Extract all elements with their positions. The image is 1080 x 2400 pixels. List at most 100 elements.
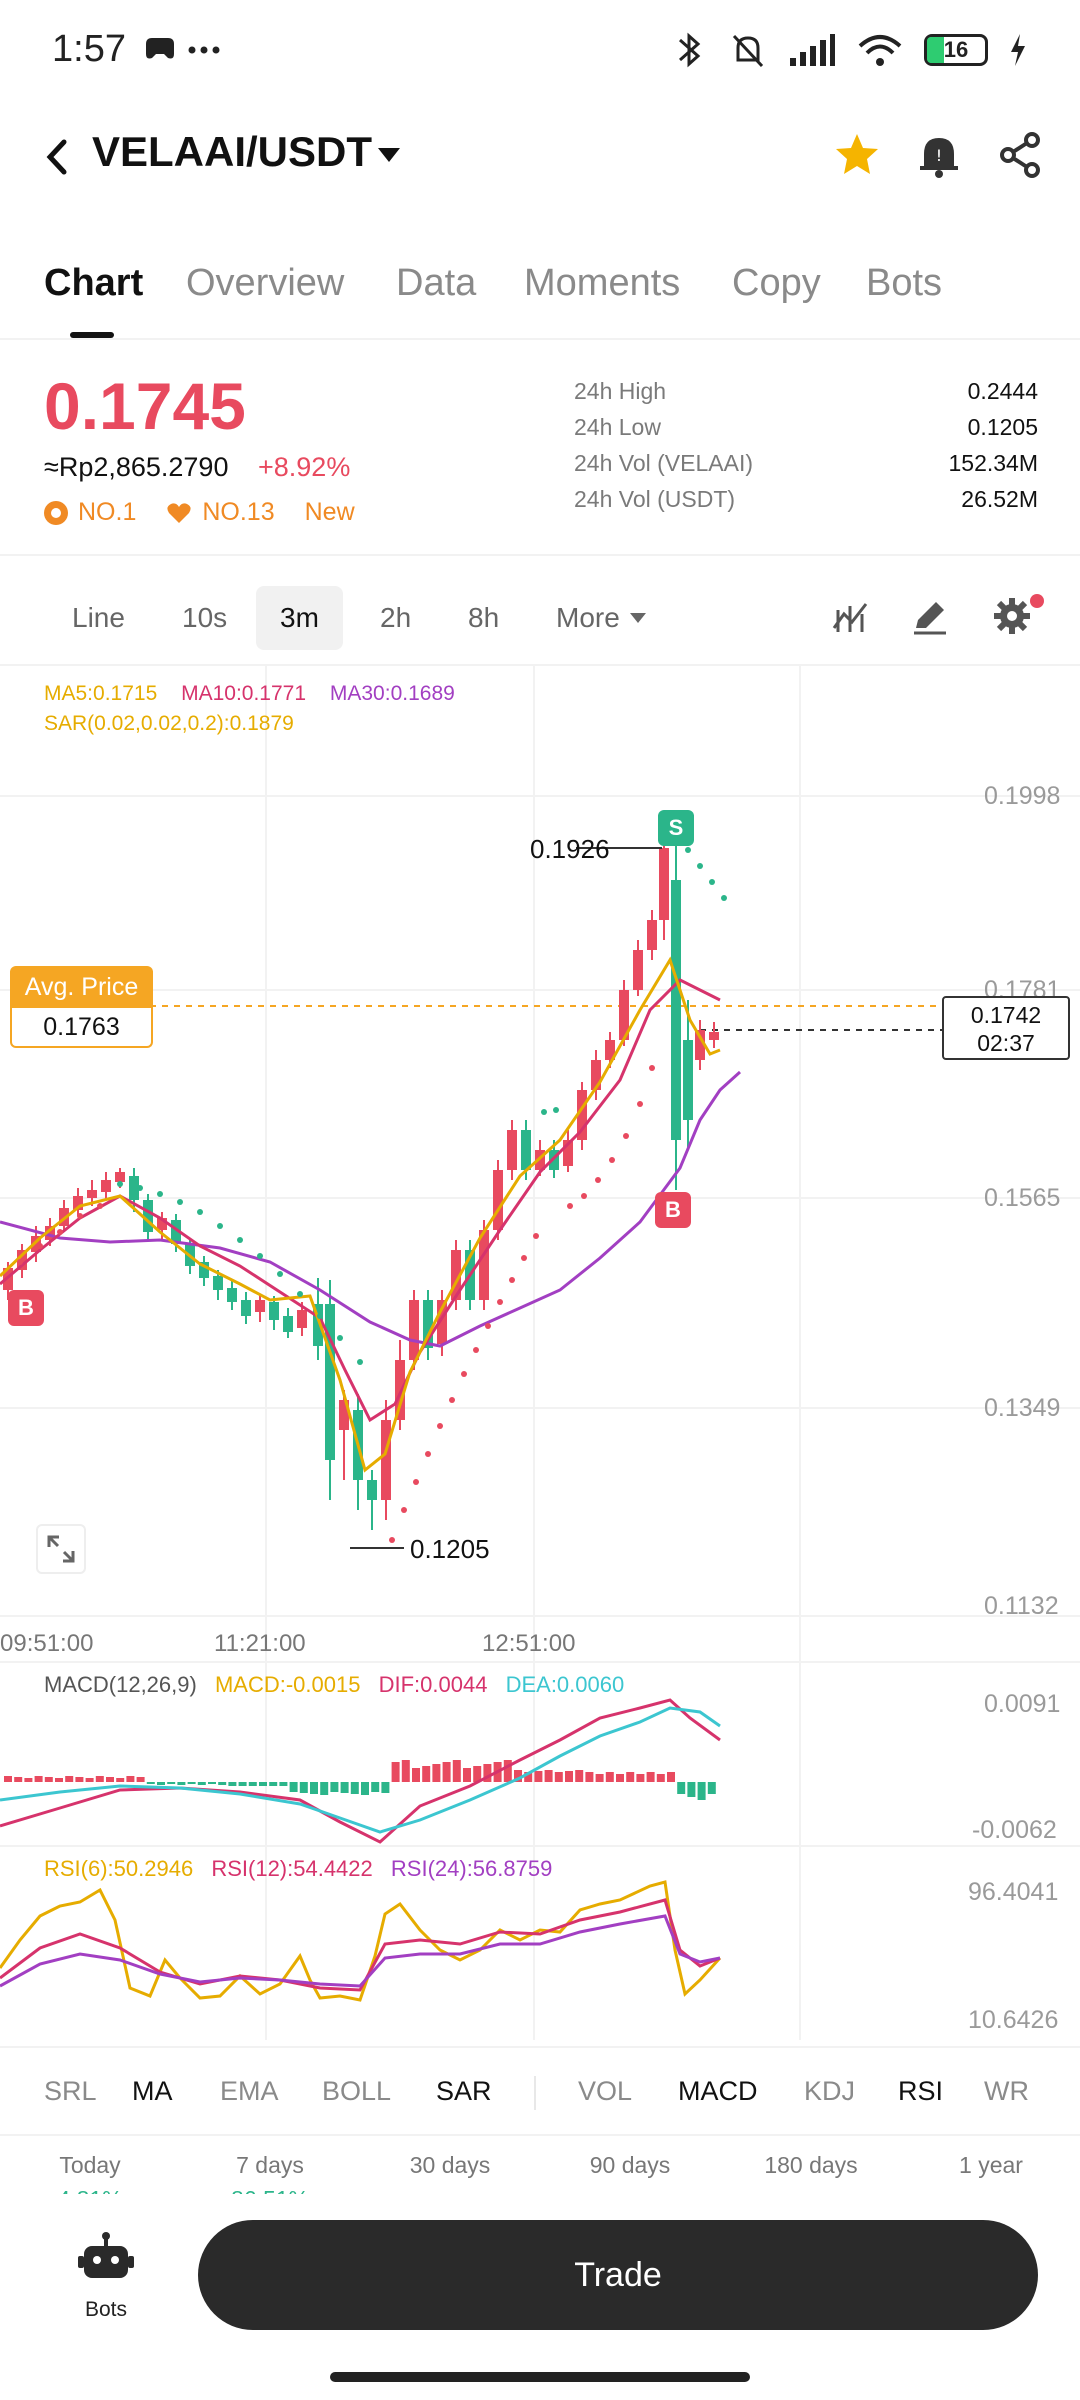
settings-gear-icon[interactable] — [992, 596, 1032, 636]
share-icon[interactable] — [998, 130, 1044, 180]
candle-body — [409, 1300, 419, 1360]
candle-body — [269, 1302, 279, 1320]
indicator-sar[interactable]: SAR — [436, 2076, 492, 2106]
current-price-tag: 0.1742 02:37 — [942, 996, 1070, 1060]
sar-dot — [697, 863, 703, 869]
perf-90-days[interactable]: 90 days — [589, 2152, 671, 2178]
top-bar: VELAAI/USDT ! — [0, 100, 1080, 210]
sar-dot — [157, 1191, 163, 1197]
timeframe-more[interactable]: More — [532, 586, 670, 650]
macd-bar — [350, 1782, 359, 1794]
trade-button[interactable]: Trade — [198, 2220, 1038, 2330]
buy-marker[interactable]: B — [8, 1290, 44, 1326]
timeframe-8h[interactable]: 8h — [468, 602, 500, 633]
rank-badges: NO.1 NO.13 New — [44, 498, 355, 527]
candle-body — [31, 1236, 41, 1252]
back-arrow-icon[interactable] — [40, 132, 76, 182]
tab-copy[interactable]: Copy — [732, 262, 821, 304]
indicator-kdj[interactable]: KDJ — [804, 2076, 856, 2106]
new-badge[interactable]: New — [304, 498, 355, 526]
tab-moments[interactable]: Moments — [524, 262, 681, 304]
bots-robot-icon[interactable] — [78, 2230, 134, 2286]
perf-180-days[interactable]: 180 days — [764, 2152, 858, 2178]
favorite-star-icon[interactable] — [832, 130, 882, 180]
avg-price-tag[interactable]: Avg. Price 0.1763 — [10, 966, 153, 1048]
sar-dot — [17, 1259, 23, 1265]
axis-rsi-bottom: 10.6426 — [968, 2006, 1059, 2034]
status-bar: 1:57 16 — [0, 0, 1080, 100]
indicator-chart-icon[interactable] — [830, 596, 870, 636]
indicator-wr[interactable]: WR — [984, 2076, 1029, 2106]
sar-dot — [425, 1451, 431, 1457]
indicator-ema[interactable]: EMA — [220, 2076, 279, 2106]
macd-bar — [269, 1782, 278, 1786]
pair-dropdown-icon[interactable] — [378, 148, 400, 162]
sar-dot — [649, 1065, 655, 1071]
macd-histogram — [4, 1760, 716, 1800]
sar-dot — [389, 1537, 395, 1543]
candle-body — [143, 1200, 153, 1232]
tab-bots[interactable]: Bots — [866, 262, 943, 304]
sell-marker[interactable]: S — [658, 810, 694, 846]
sar-dot — [437, 1423, 443, 1429]
timeframe-2h[interactable]: 2h — [380, 602, 412, 633]
macd-bar — [116, 1778, 125, 1782]
indicator-macd[interactable]: MACD — [678, 2076, 758, 2106]
sar-dot — [237, 1237, 243, 1243]
perf-30-days[interactable]: 30 days — [409, 2152, 491, 2178]
macd-bar — [595, 1774, 604, 1782]
svg-text:!: ! — [936, 146, 942, 165]
candle-body — [683, 1040, 693, 1120]
fullscreen-expand-icon[interactable] — [36, 1524, 86, 1574]
indicator-srl[interactable]: SRL — [44, 2076, 97, 2106]
sar-dot — [533, 1233, 539, 1239]
24h-stats: 24h High 0.2444 24h Low 0.1205 24h Vol (VE… — [574, 378, 1038, 522]
perf-today[interactable]: Today — [59, 2152, 121, 2178]
indicator-separator — [534, 2076, 536, 2110]
candle-body — [255, 1300, 265, 1312]
macd-dif-line — [0, 1698, 721, 1844]
sar-dot — [297, 1291, 303, 1297]
perf-7-days[interactable]: 7 days — [236, 2152, 304, 2178]
sar-dot — [357, 1359, 363, 1365]
pair-title[interactable]: VELAAI/USDT — [92, 128, 373, 175]
price-alert-bell-icon[interactable]: ! — [916, 130, 962, 180]
macd-bar — [432, 1764, 441, 1782]
macd-bar — [656, 1774, 665, 1782]
rank-badge-1[interactable]: NO.1 — [44, 498, 136, 527]
sar-dot — [721, 895, 727, 901]
kline-chart[interactable]: 0.1998 0.1781 0.1565 0.1349 0.1132 0.009… — [0, 666, 1080, 2056]
sar-dots — [17, 847, 727, 1543]
macd-bar — [65, 1776, 74, 1782]
bots-label[interactable]: Bots — [84, 2298, 128, 2321]
tab-chart[interactable]: Chart — [44, 262, 144, 304]
indicator-vol[interactable]: VOL — [578, 2076, 633, 2106]
signal-icon — [790, 34, 835, 66]
price-idr: ≈Rp2,865.2790 — [44, 452, 229, 482]
rank-badge-2[interactable]: NO.13 — [166, 498, 275, 527]
ma30-line — [0, 1070, 742, 1348]
tab-data[interactable]: Data — [396, 262, 477, 304]
perf-1-year[interactable]: 1 year — [959, 2152, 1023, 2178]
sar-dot — [217, 1223, 223, 1229]
indicator-rsi[interactable]: RSI — [898, 2076, 944, 2106]
macd-bar — [136, 1777, 145, 1782]
indicator-ma[interactable]: MA — [132, 2076, 173, 2106]
perf-7-days-value: 86.51% — [195, 2186, 345, 2194]
macd-bar — [218, 1782, 227, 1785]
candle-body — [213, 1276, 223, 1290]
macd-bar — [340, 1782, 349, 1793]
timeframe-line[interactable]: Line — [72, 602, 125, 633]
indicator-boll[interactable]: BOLL — [322, 2076, 392, 2106]
macd-bar — [44, 1777, 53, 1782]
draw-pencil-icon[interactable] — [910, 596, 950, 636]
macd-bar — [197, 1782, 206, 1785]
candle-body — [297, 1310, 307, 1328]
timeframe-3m[interactable]: 3m — [256, 586, 343, 650]
buy-marker[interactable]: B — [655, 1192, 691, 1228]
timeframe-10s[interactable]: 10s — [182, 602, 228, 633]
rank-icon — [44, 500, 68, 525]
sar-dot — [637, 1101, 643, 1107]
macd-bar — [667, 1772, 675, 1782]
tab-overview[interactable]: Overview — [186, 262, 345, 304]
